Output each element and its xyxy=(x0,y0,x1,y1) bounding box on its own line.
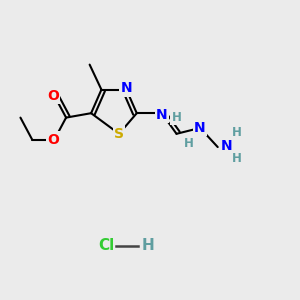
Text: H: H xyxy=(184,137,194,150)
Text: N: N xyxy=(121,81,132,95)
Text: O: O xyxy=(47,133,59,147)
Text: H: H xyxy=(232,152,242,165)
Text: N: N xyxy=(156,108,168,122)
Text: H: H xyxy=(141,238,154,253)
Text: S: S xyxy=(114,127,124,141)
Text: N: N xyxy=(194,121,206,135)
Text: O: O xyxy=(47,88,59,103)
Text: H: H xyxy=(172,111,182,124)
Text: N: N xyxy=(221,139,232,153)
Text: Cl: Cl xyxy=(98,238,115,253)
Text: H: H xyxy=(232,126,242,139)
